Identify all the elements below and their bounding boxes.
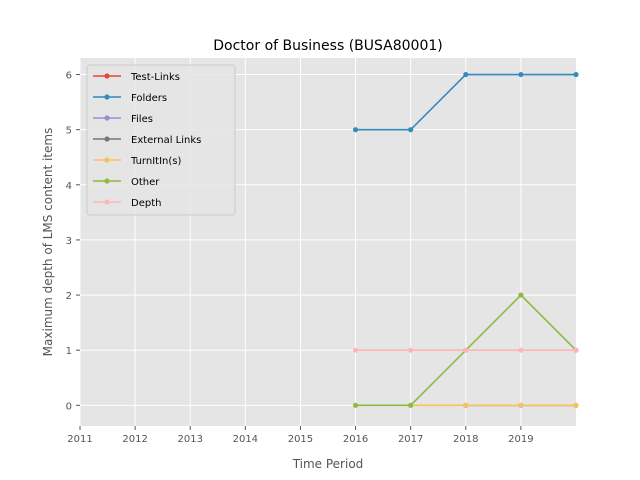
x-tick-label: 2013 [177, 434, 202, 445]
data-point-depth [573, 347, 579, 353]
y-axis-label: Maximum depth of LMS content items [41, 128, 55, 357]
legend-marker-depth [104, 199, 110, 205]
x-tick-label: 2011 [67, 434, 92, 445]
legend-label-external-links: External Links [131, 135, 201, 146]
data-point-folders [408, 127, 414, 133]
x-tick-label: 2015 [288, 434, 313, 445]
data-point-folders [352, 127, 359, 133]
y-tick-label: 5 [66, 126, 72, 137]
y-tick-label: 1 [66, 346, 72, 357]
legend-label-folders: Folders [131, 93, 167, 104]
legend-marker-folders [104, 94, 110, 100]
legend-label-depth: Depth [131, 198, 161, 209]
x-tick-label: 2019 [508, 434, 533, 445]
y-axis-ticks: 0 1 2 3 4 5 6 [66, 71, 80, 412]
x-tick-label: 2014 [233, 434, 258, 445]
y-tick-label: 3 [66, 236, 72, 247]
data-point-depth [408, 347, 414, 353]
data-point-depth [352, 347, 359, 353]
data-point-other [518, 292, 524, 298]
x-tick-label: 2018 [453, 434, 478, 445]
legend-label-files: Files [131, 114, 153, 125]
legend-box [86, 64, 236, 216]
y-tick-label: 0 [66, 401, 72, 412]
data-point-depth [463, 347, 469, 353]
data-point-folders [518, 71, 524, 78]
y-tick-label: 2 [66, 291, 72, 302]
legend-label-other: Other [131, 177, 160, 188]
data-point-other [352, 402, 359, 408]
legend-marker-other [104, 178, 110, 184]
x-tick-label: 2016 [343, 434, 368, 445]
y-tick-label: 4 [66, 181, 72, 192]
data-point-folders [573, 71, 579, 78]
legend-marker-turnitin-s [104, 157, 110, 163]
legend-label-turnitin-s: TurnItIn(s) [130, 156, 181, 167]
x-axis-label: Time Period [292, 457, 364, 471]
data-point-turnitin-s [463, 402, 469, 408]
y-tick-label: 6 [66, 71, 72, 82]
legend-marker-test-links [104, 73, 110, 79]
data-point-depth [518, 347, 524, 353]
legend: Test-Links Folders Files External Links Turn… [86, 64, 236, 216]
legend-label-test-links: Test-Links [130, 72, 180, 83]
chart-title: Doctor of Business (BUSA80001) [213, 38, 442, 54]
data-point-other [408, 402, 414, 408]
x-tick-label: 2012 [122, 434, 147, 445]
series-depth [352, 347, 579, 353]
legend-marker-files [104, 115, 110, 121]
series-folders [352, 71, 579, 133]
data-point-turnitin-s [518, 402, 524, 408]
data-point-folders [463, 71, 469, 78]
legend-marker-external-links [104, 136, 110, 142]
x-tick-label: 2017 [398, 434, 423, 445]
series-layer [352, 71, 579, 408]
data-point-turnitin-s [573, 402, 579, 408]
x-axis-ticks: 2011 2012 2013 2014 2015 2016 2017 2018 2019 [67, 426, 534, 445]
